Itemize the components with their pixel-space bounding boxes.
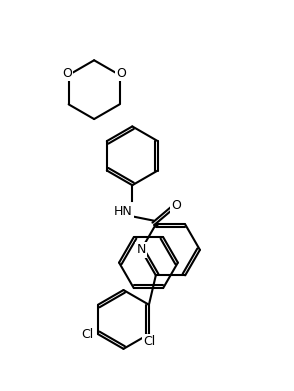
Text: O: O [171, 199, 181, 212]
Text: O: O [62, 67, 72, 80]
Text: Cl: Cl [82, 328, 94, 341]
Text: N: N [136, 243, 146, 256]
Text: O: O [116, 67, 126, 80]
Text: Cl: Cl [143, 335, 155, 348]
Text: HN: HN [114, 205, 133, 218]
